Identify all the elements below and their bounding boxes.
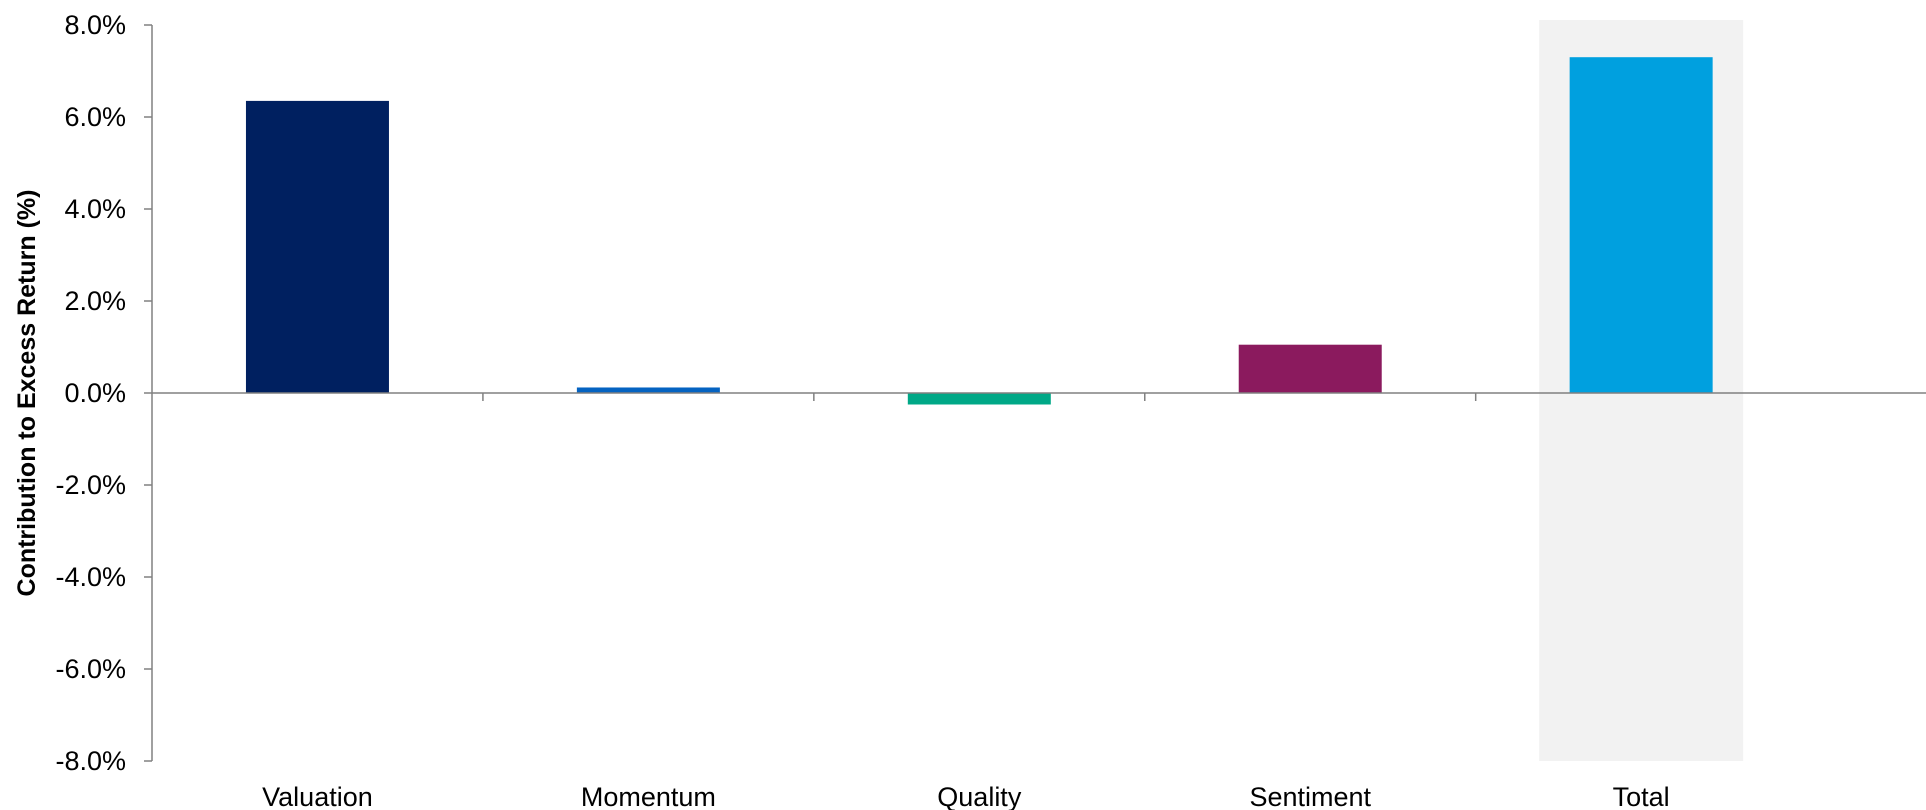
- x-tick-label-momentum: Momentum: [581, 782, 716, 810]
- x-tick-label-quality: Quality: [937, 782, 1022, 810]
- y-tick-label: 4.0%: [64, 194, 126, 224]
- x-tick-label-valuation: Valuation: [262, 782, 373, 810]
- y-tick-label: -4.0%: [55, 562, 126, 592]
- axes-layer: [144, 24, 1926, 762]
- bar-sentiment: [1238, 344, 1382, 393]
- bar-total: [1569, 57, 1713, 393]
- y-tick-label: 8.0%: [64, 10, 126, 40]
- y-axis-title: Contribution to Excess Return (%): [13, 190, 41, 597]
- y-tick-label: -6.0%: [55, 654, 126, 684]
- x-tick-label-total: Total: [1613, 782, 1670, 810]
- y-tick-label: -2.0%: [55, 470, 126, 500]
- x-tick-label-sentiment: Sentiment: [1249, 782, 1371, 810]
- bar-valuation: [245, 100, 389, 394]
- y-tick-label: 2.0%: [64, 286, 126, 316]
- bar-momentum: [576, 387, 720, 393]
- y-tick-label: -8.0%: [55, 746, 126, 776]
- labels-layer: 8.0% 6.0% 4.0% 2.0% 0.0% -2.0% -4.0% -6.0% -8.0%…: [55, 10, 1669, 810]
- y-tick-label: 0.0%: [64, 378, 126, 408]
- y-tick-label: 6.0%: [64, 102, 126, 132]
- bars-layer: [245, 57, 1713, 405]
- bar-quality: [907, 393, 1051, 405]
